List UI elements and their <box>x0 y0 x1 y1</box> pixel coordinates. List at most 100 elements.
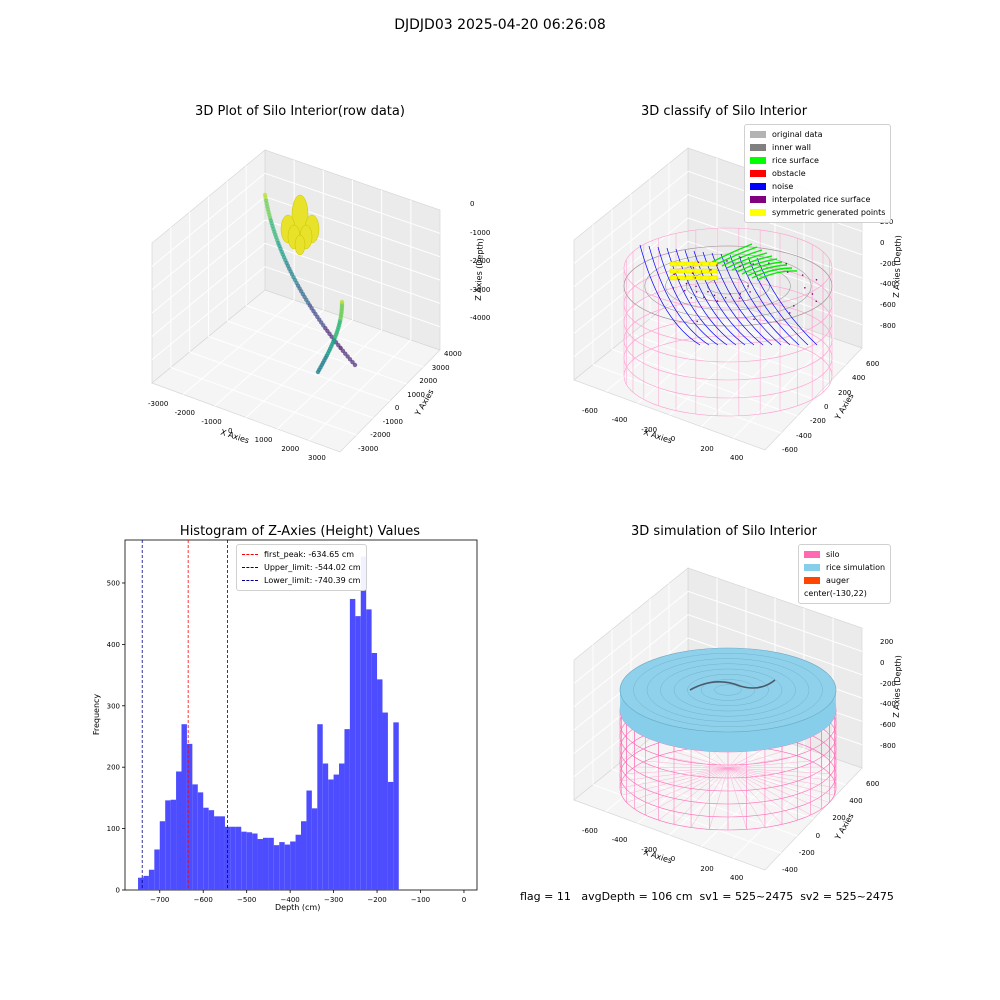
p3-z-tick: -400 <box>880 700 896 709</box>
histogram-bar <box>235 826 242 890</box>
rice-mesh <box>646 658 810 722</box>
p3-z-tick: -800 <box>880 742 896 750</box>
legend-label: obstacle <box>772 169 806 178</box>
p3-x-tick: 0 <box>670 855 676 864</box>
legend-label: symmetric generated points <box>772 208 886 217</box>
silo-spoke <box>727 767 783 825</box>
panel1-x-tick: -3000 <box>148 400 169 408</box>
silo-spoke <box>626 767 729 774</box>
symmetric-point <box>693 261 702 267</box>
silo-spoke <box>626 767 729 803</box>
silo-spoke <box>727 766 822 769</box>
interpolated-point <box>739 256 742 259</box>
histogram-bar <box>138 877 144 890</box>
silo-spoke <box>727 755 798 769</box>
noise-line <box>720 253 782 346</box>
silo-spoke <box>727 767 798 821</box>
legend-label: noise <box>772 182 794 191</box>
panel1-y-tick: 0 <box>394 404 400 413</box>
interpolated-point <box>713 294 716 297</box>
panel1-y-tick: 3000 <box>431 363 450 372</box>
histogram-bar <box>148 869 155 890</box>
silo-spoke <box>634 767 729 810</box>
histogram-bar <box>176 771 182 890</box>
p2-z-tick: -800 <box>880 322 896 330</box>
p3-y-tick: 600 <box>866 780 880 788</box>
histogram-bar <box>203 807 209 890</box>
rice-mesh <box>700 679 756 701</box>
silo-spoke <box>658 767 729 821</box>
symmetric-point <box>701 268 710 274</box>
histogram-bar <box>208 810 215 890</box>
interpolated-point <box>683 289 686 292</box>
legend-label: center(-130,22) <box>804 589 867 598</box>
interpolated-point <box>703 296 705 298</box>
status-line: flag = 11 avgDepth = 106 cm sv1 = 525~24… <box>520 890 894 903</box>
silo-spoke <box>727 748 766 769</box>
silo-spoke <box>645 767 729 816</box>
symmetric-point <box>677 275 686 281</box>
legend-label: Lower_limit: -740.39 cm <box>264 576 361 585</box>
panel1-y-tick: 1000 <box>407 390 425 399</box>
silo-spoke <box>619 767 729 789</box>
p2-x-tick: -400 <box>611 416 628 425</box>
wall-mesh <box>665 261 791 311</box>
legend-label: inner wall <box>772 143 812 152</box>
panel1-y-tick: 4000 <box>444 350 462 358</box>
histogram-bar <box>382 712 388 890</box>
silo-spoke <box>690 767 729 828</box>
p3-x-tick: -200 <box>641 845 658 854</box>
x-tick-label: −700 <box>150 896 169 904</box>
histogram-bar <box>279 842 285 890</box>
noise-line <box>639 244 701 346</box>
panel2-points <box>623 227 833 417</box>
p3-y-tick: 200 <box>832 814 846 823</box>
panel2-legend: original data inner wall rice surface obsta… <box>744 124 892 223</box>
noise-line <box>648 245 710 346</box>
p3-y-tick: -400 <box>782 866 798 874</box>
interpolated-point <box>729 293 732 295</box>
rice-surface-line <box>731 255 773 271</box>
data-point <box>339 299 345 305</box>
interpolated-point <box>788 312 791 314</box>
interpolated-point <box>747 285 749 287</box>
interpolated-point <box>696 320 699 323</box>
rice-surface-line <box>751 267 793 279</box>
interpolated-point <box>690 296 693 299</box>
rice-mesh <box>687 674 769 706</box>
silo-spoke <box>727 767 835 796</box>
panel1-x-tick: -2000 <box>174 409 195 417</box>
interpolated-point <box>678 278 680 281</box>
legend-swatch <box>750 196 766 203</box>
symmetric-point <box>669 268 678 274</box>
legend-entry: first_peak: -634.65 cm <box>242 548 361 561</box>
rice-surface-line <box>756 270 798 281</box>
histogram-bar <box>197 792 204 890</box>
interpolated-point <box>724 296 727 299</box>
legend-swatch <box>750 170 766 177</box>
histogram-bar <box>377 679 383 890</box>
p2-y-tick: 0 <box>824 403 829 411</box>
interpolated-point <box>692 267 695 269</box>
y-tick-label: 200 <box>107 764 120 772</box>
interpolated-point <box>811 293 814 295</box>
p3-y-tick: 0 <box>815 831 821 840</box>
x-tick-label: −100 <box>411 896 430 904</box>
interpolated-point <box>749 291 751 293</box>
histogram-bar <box>143 875 149 890</box>
x-tick-label: −600 <box>194 896 213 904</box>
panel1-points <box>262 192 358 375</box>
histogram-bar <box>154 849 160 890</box>
silo-spoke <box>727 767 766 828</box>
p2-y-tick: -200 <box>810 417 826 426</box>
symmetric-point <box>685 268 694 274</box>
interpolated-point <box>752 263 754 265</box>
panel1-y-tick: 2000 <box>419 377 438 386</box>
symmetric-point <box>669 275 678 281</box>
legend-label: Upper_limit: -544.02 cm <box>264 563 361 572</box>
silo-spoke <box>727 767 830 803</box>
rice-surface-line <box>741 261 783 275</box>
histogram-bar <box>317 724 323 890</box>
histogram-bar <box>311 808 318 890</box>
panel3-surface <box>619 647 837 831</box>
